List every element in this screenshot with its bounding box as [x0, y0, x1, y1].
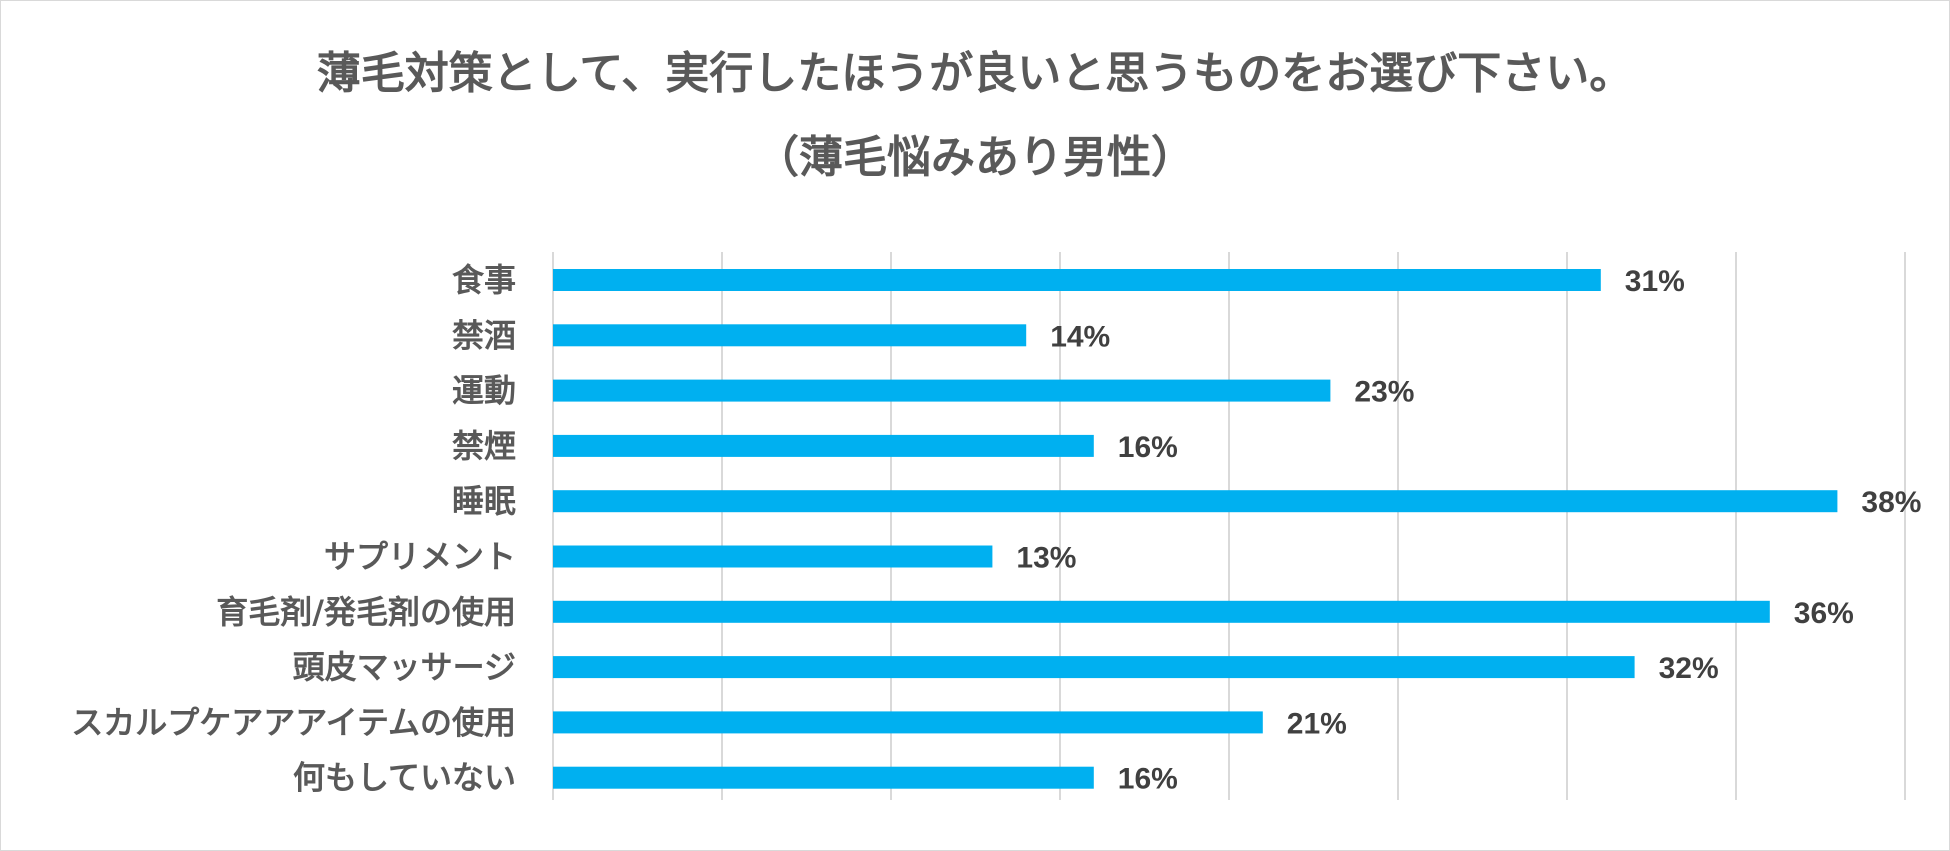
- chart-subtitle: （薄毛悩みあり男性）: [755, 132, 1195, 183]
- category-label: 睡眠: [452, 482, 516, 520]
- bar: [553, 656, 1635, 679]
- category-label: サプリメント: [324, 538, 516, 576]
- bar: [553, 269, 1601, 291]
- category-label: 運動: [452, 372, 516, 410]
- category-label: 育毛剤/発毛剤の使用: [216, 593, 516, 631]
- category-label: 禁酒: [452, 316, 516, 354]
- bar: [553, 490, 1838, 513]
- bar: [553, 545, 993, 568]
- value-label: 32%: [1659, 652, 1719, 685]
- category-label: スカルプケアアアイテムの使用: [71, 703, 516, 741]
- value-label: 38%: [1861, 486, 1921, 519]
- bar: [553, 600, 1770, 623]
- value-label: 13%: [1016, 542, 1076, 575]
- value-label: 21%: [1287, 707, 1347, 740]
- category-label: 何もしていない: [293, 759, 516, 797]
- bar: [553, 711, 1263, 734]
- bar: [553, 324, 1027, 347]
- value-label: 16%: [1118, 763, 1178, 796]
- value-label: 16%: [1118, 431, 1178, 464]
- value-label: 31%: [1625, 265, 1685, 298]
- category-label: 頭皮マッサージ: [293, 648, 516, 686]
- bar: [553, 379, 1331, 402]
- value-label: 36%: [1794, 597, 1854, 630]
- bar: [553, 434, 1094, 457]
- value-label: 14%: [1050, 320, 1110, 353]
- value-label: 23%: [1354, 376, 1414, 409]
- bar: [553, 766, 1094, 789]
- category-label: 禁煙: [452, 427, 516, 465]
- chart-title: 薄毛対策として、実行したほうが良いと思うものをお選び下さい。: [316, 48, 1634, 99]
- category-label: 食事: [452, 261, 516, 299]
